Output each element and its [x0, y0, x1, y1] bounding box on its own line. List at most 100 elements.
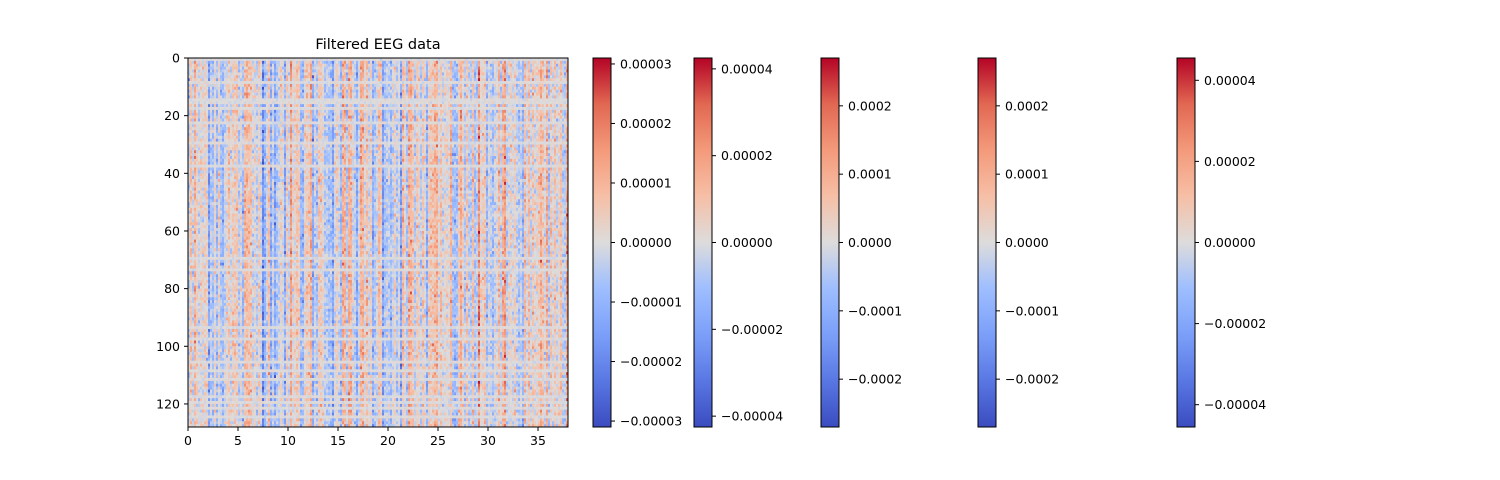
heatmap-cell	[352, 60, 355, 65]
heatmap-cell	[382, 130, 385, 134]
heatmap-cell	[484, 58, 487, 62]
heatmap-cell	[390, 121, 393, 125]
heatmap-cell	[242, 95, 245, 99]
heatmap-cell	[462, 81, 465, 85]
heatmap-cell	[418, 81, 421, 85]
heatmap-cell	[290, 95, 293, 99]
heatmap-cell	[282, 107, 285, 111]
heatmap-cell	[260, 130, 263, 134]
heatmap-cell	[296, 98, 299, 102]
heatmap-cell	[230, 109, 233, 114]
heatmap-cell	[408, 115, 411, 119]
heatmap-cell	[530, 112, 533, 116]
heatmap-cell	[406, 121, 409, 125]
heatmap-cell	[296, 95, 299, 99]
heatmap-cell	[204, 98, 207, 102]
heatmap-cell	[188, 89, 191, 93]
heatmap-cell	[410, 121, 413, 125]
heatmap-cell	[226, 118, 229, 122]
heatmap-cell	[378, 83, 381, 88]
heatmap-cell	[546, 107, 549, 111]
heatmap-cell	[194, 98, 197, 102]
heatmap-cell	[474, 112, 477, 116]
heatmap-cell	[232, 115, 235, 119]
heatmap-cell	[340, 104, 343, 108]
heatmap-cell	[516, 69, 519, 73]
heatmap-cell	[374, 95, 377, 99]
heatmap-cell	[418, 130, 421, 134]
heatmap-cell	[296, 58, 299, 62]
heatmap-cell	[336, 112, 339, 116]
heatmap-cell	[220, 112, 223, 116]
heatmap-cell	[372, 75, 375, 79]
heatmap-cell	[546, 75, 549, 79]
heatmap-cell	[544, 58, 547, 62]
heatmap-cell	[492, 81, 495, 85]
heatmap-cell	[324, 63, 327, 67]
heatmap-cell	[214, 115, 217, 119]
heatmap-cell	[516, 83, 519, 88]
heatmap-cell	[258, 107, 261, 111]
heatmap-cell	[388, 63, 391, 67]
heatmap-cell	[432, 130, 435, 134]
heatmap-cell	[416, 101, 419, 105]
heatmap-cell	[232, 130, 235, 134]
heatmap-cell	[304, 66, 307, 70]
heatmap-cell	[470, 75, 473, 79]
heatmap-cell	[256, 127, 259, 131]
heatmap-cell	[340, 101, 343, 105]
heatmap-cell	[522, 112, 525, 116]
heatmap-cell	[480, 115, 483, 119]
heatmap-cell	[214, 69, 217, 73]
heatmap-cell	[224, 132, 227, 137]
heatmap-cell	[556, 109, 559, 114]
heatmap-cell	[562, 118, 565, 122]
heatmap-cell	[494, 58, 497, 62]
heatmap-cell	[252, 95, 255, 99]
heatmap-cell	[546, 72, 549, 76]
heatmap-cell	[472, 130, 475, 134]
heatmap-cell	[238, 92, 241, 96]
heatmap-cell	[508, 101, 511, 105]
heatmap-cell	[250, 69, 253, 73]
heatmap-cell	[496, 107, 499, 111]
heatmap-cell	[506, 121, 509, 125]
heatmap-cell	[414, 109, 417, 114]
heatmap-cell	[300, 109, 303, 114]
heatmap-cell	[452, 104, 455, 108]
heatmap-cell	[412, 98, 415, 102]
heatmap-cell	[366, 112, 369, 116]
heatmap-cell	[510, 107, 513, 111]
heatmap-cell	[320, 83, 323, 88]
heatmap-cell	[560, 121, 563, 125]
heatmap-cell	[242, 101, 245, 105]
heatmap-cell	[552, 75, 555, 79]
heatmap-cell	[328, 72, 331, 76]
heatmap-cell	[224, 127, 227, 131]
heatmap-cell	[534, 127, 537, 131]
heatmap-cell	[362, 86, 365, 91]
heatmap-cell	[508, 86, 511, 91]
heatmap-cell	[400, 89, 403, 93]
heatmap-cell	[452, 86, 455, 91]
heatmap-cell	[278, 95, 281, 99]
heatmap-cell	[286, 132, 289, 137]
heatmap-cell	[324, 78, 327, 82]
heatmap-cell	[276, 115, 279, 119]
heatmap-cell	[350, 63, 353, 67]
heatmap-cell	[490, 86, 493, 91]
heatmap-cell	[364, 107, 367, 111]
heatmap-cell	[448, 75, 451, 79]
heatmap-cell	[256, 78, 259, 82]
heatmap-cell	[258, 81, 261, 85]
heatmap-cell	[466, 95, 469, 99]
heatmap-cell	[428, 124, 431, 128]
heatmap-cell	[412, 124, 415, 128]
heatmap-cell	[476, 89, 479, 93]
heatmap-cell	[348, 101, 351, 105]
heatmap-cell	[290, 107, 293, 111]
heatmap-cell	[210, 115, 213, 119]
heatmap-cell	[410, 86, 413, 91]
heatmap-cell	[508, 81, 511, 85]
heatmap-cell	[302, 58, 305, 62]
